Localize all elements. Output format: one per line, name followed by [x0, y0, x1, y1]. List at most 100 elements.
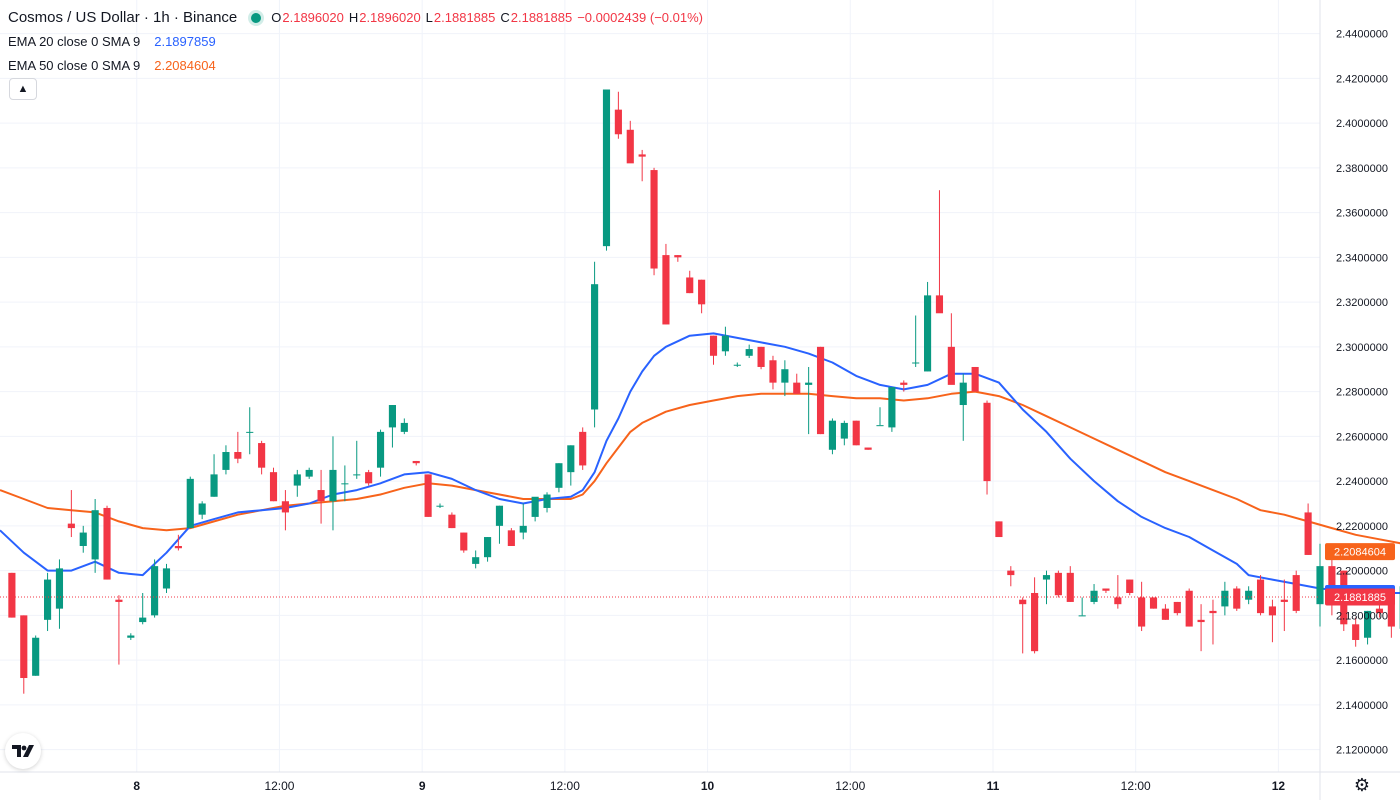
candle-down [686, 270, 694, 294]
candle-down [935, 190, 944, 314]
ema20-line [0, 332, 1400, 594]
candle-body [864, 447, 872, 450]
y-tick-label: 2.2600000 [1336, 431, 1388, 443]
symbol-title[interactable]: Cosmos / US Dollar · 1h · Binance [8, 9, 238, 26]
candle-body [1221, 590, 1229, 607]
candle-down [1138, 581, 1146, 632]
candle-body [816, 346, 825, 435]
candle-down [852, 420, 860, 446]
ohlc-key: L [425, 10, 433, 25]
candle-down [900, 380, 908, 392]
candle-body [935, 295, 944, 314]
candle-up [519, 503, 527, 540]
candle-body [531, 496, 539, 517]
candle-down [971, 366, 979, 392]
candle-body [55, 568, 64, 609]
candle-body [400, 422, 408, 432]
candle-body [1090, 590, 1098, 602]
candle-body [591, 284, 599, 410]
candle-down [1352, 617, 1360, 647]
candle-up [567, 445, 575, 486]
candle-body [365, 472, 373, 484]
candle-body [1387, 599, 1395, 627]
gear-icon[interactable]: ⚙ [1353, 775, 1371, 795]
ohlc-values: O2.1896020 H2.1896020 L2.1881885 C2.1881885 [271, 10, 577, 26]
candle-down [1173, 601, 1181, 616]
candle-body [543, 494, 551, 508]
candle-body [341, 483, 349, 485]
ema50-layer [0, 390, 1400, 545]
collapse-legend-button[interactable]: ▲ [9, 78, 37, 100]
ohlc-key: H [348, 10, 359, 25]
candle-up [959, 373, 967, 441]
tradingview-logo-icon[interactable] [5, 733, 41, 769]
ohlc-key: C [500, 10, 510, 25]
candle-down [20, 615, 28, 694]
candle-up [1221, 581, 1229, 616]
candle-up [912, 315, 920, 367]
candle-body [1352, 624, 1360, 640]
candle-body [1209, 610, 1217, 614]
candle-down [8, 572, 16, 618]
candle-down [579, 427, 587, 470]
candle-body [638, 154, 646, 157]
candle-up [353, 440, 361, 479]
candle-body [305, 469, 313, 477]
ema20-name: EMA 20 close 0 SMA 9 [8, 34, 141, 49]
candle-up [32, 635, 40, 676]
candle-up [139, 592, 147, 625]
candle-body [1256, 579, 1265, 614]
candle-down [1019, 597, 1027, 654]
candle-body [32, 637, 40, 676]
candle-body [983, 402, 991, 482]
candle-up [376, 429, 385, 477]
y-tick-label: 2.1800000 [1336, 610, 1388, 622]
chevron-up-icon: ▲ [17, 83, 29, 95]
candle-down [281, 490, 289, 531]
candle-up [591, 261, 599, 428]
candle-down [1114, 575, 1122, 609]
candle-body [1114, 597, 1122, 605]
x-tick-label: 8 [133, 779, 140, 793]
candle-body [840, 422, 848, 439]
ema20-layer [0, 332, 1400, 594]
candle-up [1042, 570, 1051, 605]
candle-down [1007, 566, 1015, 587]
candle-down [1066, 566, 1074, 602]
y-tick-label: 2.1200000 [1336, 745, 1388, 757]
candle-body [602, 89, 611, 247]
candle-up [924, 281, 932, 372]
candle-body [174, 545, 182, 549]
candle-body [198, 503, 206, 515]
candle-body [186, 478, 194, 529]
ohlc-key: O [271, 10, 282, 25]
candle-up [1316, 543, 1324, 627]
candle-body [793, 382, 801, 394]
legend-ema50-row[interactable]: EMA 50 close 0 SMA 9 2.2084604 [8, 54, 703, 78]
legend-ema20-row[interactable]: EMA 20 close 0 SMA 9 2.1897859 [8, 30, 703, 54]
candle-body [567, 445, 575, 473]
candle-up [781, 360, 789, 397]
chart-legend: Cosmos / US Dollar · 1h · Binance O2.189… [8, 6, 703, 78]
candle-up [555, 463, 563, 493]
candle-body [1268, 606, 1276, 616]
y-tick-label: 2.2400000 [1336, 476, 1388, 488]
candle-body [103, 507, 111, 580]
candle-down [258, 440, 266, 475]
x-tick-label: 12:00 [264, 779, 294, 793]
candle-up [293, 469, 301, 497]
candle-up [388, 405, 396, 448]
candle-up [805, 366, 813, 435]
candle-down [103, 505, 111, 580]
candle-down [709, 335, 718, 365]
market-status-dot-icon[interactable] [251, 13, 262, 23]
candle-down [317, 469, 325, 524]
price-change: −0.0002439 (−0.01%) [577, 10, 703, 25]
candle-body [876, 425, 884, 427]
candle-up [1078, 597, 1086, 617]
candle-up [79, 525, 87, 553]
candle-up [55, 559, 64, 629]
candle-body [139, 617, 147, 623]
candle-up [44, 572, 52, 632]
